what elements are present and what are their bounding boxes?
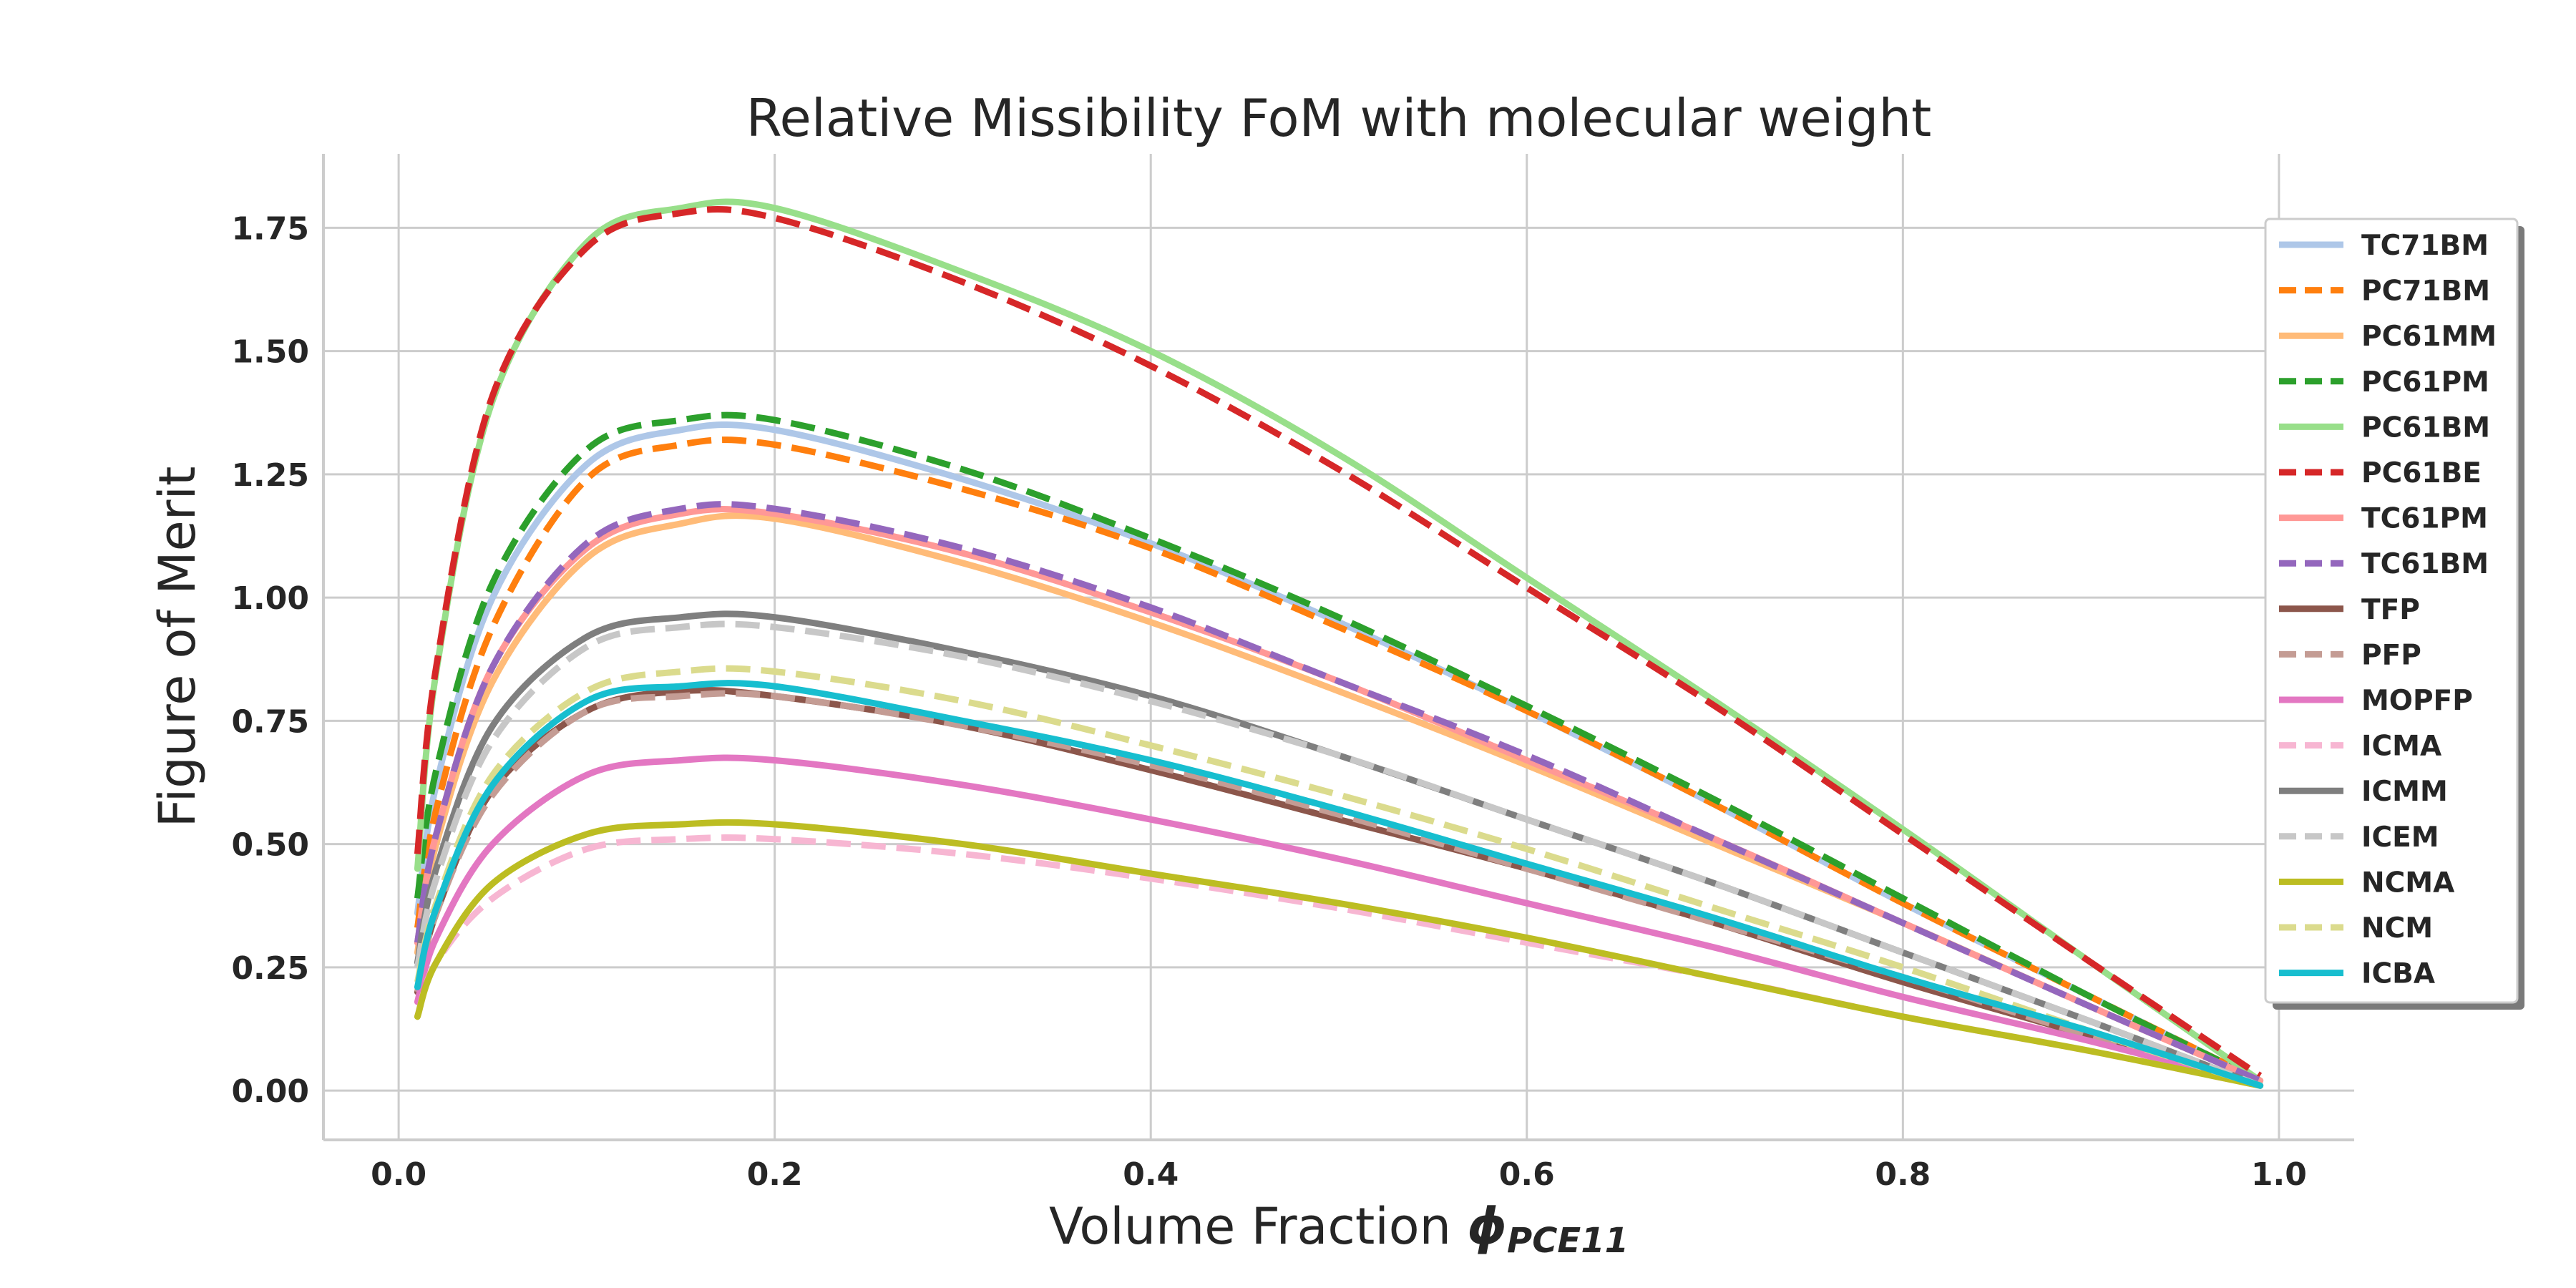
legend-label: MOPFP [2361,685,2473,717]
x-tick-label: 1.0 [2251,1156,2307,1193]
series-line-pc61pm [414,411,2262,1084]
legend-item-icmm: ICMM [2279,776,2448,808]
x-axis-subscript: PCE11 [1507,1221,1629,1261]
series-line-ncma [414,819,2264,1089]
series-line-icba [414,680,2264,1089]
legend-item-pc71bm: PC71BM [2279,275,2490,308]
x-tick-label: 0.6 [1499,1156,1555,1193]
y-tick-label: 1.75 [231,210,309,247]
legend-label: PC61BM [2361,411,2490,444]
y-tick-label: 0.75 [231,703,309,740]
legend-label: ICMM [2361,776,2448,808]
legend-label: TC61PM [2361,503,2488,535]
x-tick-labels: 0.0 0.2 0.4 0.6 0.8 1.0 [371,1156,2307,1193]
legend-item-tc61bm: TC61BM [2279,548,2489,580]
legend-label: TC71BM [2361,230,2489,262]
x-axis-symbol: ϕ [1467,1197,1507,1256]
legend-label: NCM [2361,912,2433,945]
legend-label: PC61MM [2361,321,2497,353]
y-tick-labels: 0.00 0.25 0.50 0.75 1.00 1.25 1.50 1.75 [231,210,309,1110]
x-tick-label: 0.2 [747,1156,803,1193]
y-tick-label: 1.50 [231,334,309,371]
legend-label: TC61BM [2361,548,2489,580]
y-tick-label: 1.00 [231,580,309,617]
x-axis-label: Volume Fraction ϕPCE11 [1049,1197,1629,1261]
legend-label: NCMA [2361,867,2454,899]
legend-item-pc61pm: PC61PM [2279,366,2489,399]
legend-item-tfp: TFP [2279,594,2420,626]
legend-item-icba: ICBA [2279,958,2435,990]
legend-label: PC71BM [2361,275,2490,308]
y-tick-label: 0.50 [231,827,309,864]
series-line-icem [414,620,2262,1089]
legend-item-ncm: NCM [2279,912,2433,945]
legend-label: PFP [2361,639,2421,671]
legend-item-pc61bm: PC61BM [2279,411,2490,444]
legend-label: ICBA [2361,958,2435,990]
series-line-mopfp [414,754,2264,1089]
series-line-ncm [414,665,2261,1089]
legend-item-icma: ICMA [2279,731,2441,763]
legend-item-tc71bm: TC71BM [2279,230,2489,262]
y-tick-label: 0.00 [231,1073,309,1110]
series-line-pc71bm [414,436,2262,1084]
series-lines [414,198,2264,1089]
grid [323,154,2354,1140]
legend-item-ncma: NCMA [2279,867,2454,899]
legend-label: PC61BE [2361,457,2482,489]
legend-item-icem: ICEM [2279,821,2439,854]
series-line-pc61be [414,205,2263,1079]
axes [322,154,2354,1141]
x-tick-label: 0.4 [1123,1156,1179,1193]
series-line-tc61bm [414,501,2262,1084]
legend-items: TC71BM PC71BM PC61MM PC61PM PC61BM PC61BE TC61… [2279,230,2497,990]
legend-label: ICEM [2361,821,2439,854]
legend-item-pc61be: PC61BE [2279,457,2482,489]
legend-label: TFP [2361,594,2420,626]
x-tick-label: 0.0 [371,1156,426,1193]
series-line-pc61bm [414,198,2264,1084]
y-axis-label: Figure of Merit [148,467,207,828]
chart-title: Relative Missibility FoM with molecular … [746,88,1931,148]
x-tick-label: 0.8 [1875,1156,1931,1193]
x-axis-label-text: Volume Fraction [1049,1197,1451,1256]
legend-item-mopfp: MOPFP [2279,685,2473,717]
y-tick-label: 0.25 [231,950,309,987]
y-tick-label: 1.25 [231,457,309,494]
legend-item-pfp: PFP [2279,639,2421,671]
legend: TC71BM PC71BM PC61MM PC61PM PC61BM PC61BE TC61… [2264,218,2524,1010]
legend-label: PC61PM [2361,366,2489,399]
legend-label: ICMA [2361,731,2441,763]
legend-frame [2264,218,2519,1004]
legend-item-pc61mm: PC61MM [2279,321,2497,353]
legend-item-tc61pm: TC61PM [2279,503,2488,535]
